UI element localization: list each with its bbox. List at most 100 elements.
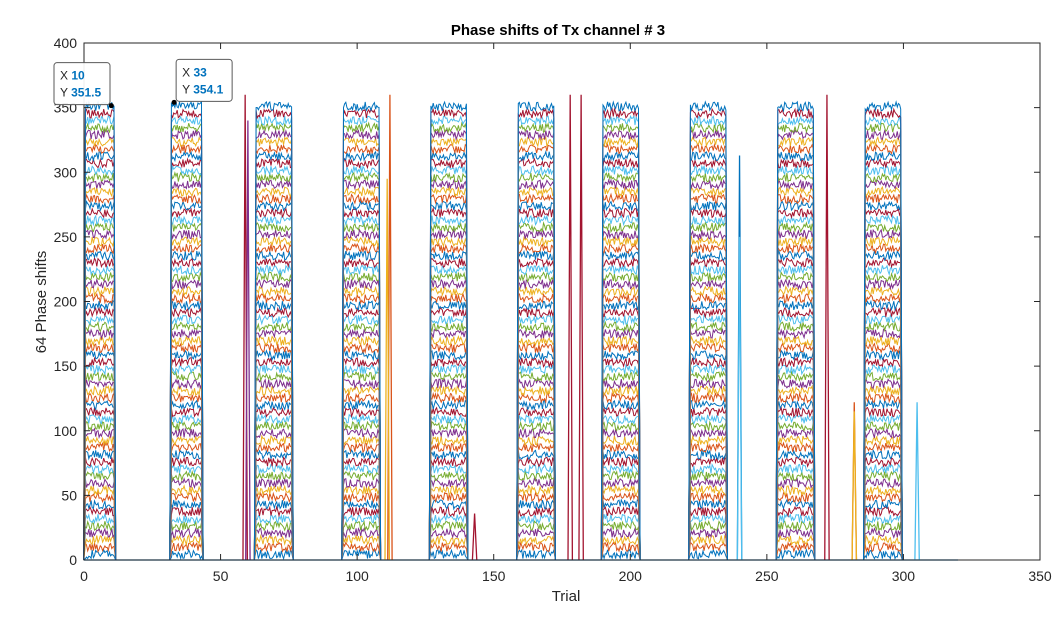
series-line [516, 442, 556, 561]
series-line [428, 391, 469, 561]
series-line [688, 442, 728, 561]
series-line [516, 114, 556, 561]
series-line [600, 192, 641, 561]
series-line [775, 541, 816, 561]
series-line [169, 469, 204, 561]
series-line [688, 449, 728, 561]
series-line [83, 256, 117, 561]
series-line [863, 185, 903, 561]
series-line [253, 250, 294, 561]
series-line [253, 128, 294, 561]
series-line [428, 257, 469, 561]
series-line [775, 328, 816, 561]
series-line [863, 193, 903, 561]
series-line [688, 279, 728, 561]
series-line [428, 542, 469, 561]
series-line [341, 435, 382, 561]
series-line [775, 527, 816, 561]
series-line [775, 192, 816, 561]
series-line [688, 293, 728, 561]
series-line [600, 350, 641, 561]
series-line [688, 427, 728, 561]
series-line [516, 491, 556, 561]
series-line [775, 456, 816, 561]
series-line [341, 157, 382, 561]
series-line [253, 498, 294, 561]
series-line [253, 235, 294, 561]
series-line [253, 342, 294, 561]
series-line [775, 520, 816, 561]
series-line [428, 357, 469, 561]
series-line [688, 193, 728, 561]
series-line [169, 477, 204, 561]
series-line [516, 249, 556, 561]
series-line [688, 342, 728, 561]
series-line [600, 435, 641, 561]
series-line [863, 249, 903, 561]
series-line [83, 335, 117, 561]
series-line [600, 186, 641, 561]
series-line [688, 172, 728, 561]
series-line [516, 179, 556, 561]
series-line [600, 107, 641, 561]
series-line [253, 285, 294, 561]
series-line [863, 100, 903, 561]
series-line [600, 399, 641, 561]
series-line [600, 420, 641, 561]
series-line [863, 513, 903, 561]
series-line [253, 306, 294, 561]
series-line [516, 192, 556, 561]
y-tick-label: 0 [69, 552, 77, 568]
series-line [83, 115, 117, 561]
series-layer [83, 100, 959, 561]
series-line [169, 356, 204, 561]
series-line [600, 136, 641, 561]
series-line [863, 371, 903, 561]
datatip[interactable]: X 10 Y 351.5 [53, 62, 114, 109]
series-line [253, 378, 294, 561]
datatip[interactable]: X 33 Y 354.1 [171, 58, 233, 105]
series-line [428, 199, 469, 561]
spike-series [914, 402, 920, 561]
series-line [775, 100, 816, 561]
series-line [516, 357, 556, 561]
series-line [688, 264, 728, 561]
series-line [169, 229, 204, 561]
series-line [83, 129, 117, 561]
series-line [516, 101, 556, 561]
series-line [341, 271, 382, 561]
x-tick-label: 50 [213, 568, 229, 584]
series-line [83, 407, 117, 561]
series-line [428, 100, 469, 561]
series-line [863, 435, 903, 561]
series-line [516, 201, 556, 561]
y-tick-label: 400 [54, 35, 78, 51]
series-line [341, 413, 382, 561]
series-line [863, 427, 903, 561]
series-line [863, 335, 903, 561]
series-line [516, 520, 556, 561]
series-line [863, 199, 903, 561]
series-line [775, 391, 816, 561]
series-line [253, 144, 294, 561]
series-line [169, 142, 204, 561]
series-line [688, 526, 728, 561]
series-line [600, 478, 641, 561]
series-line [600, 200, 641, 561]
series-line [341, 520, 382, 561]
series-line [341, 193, 382, 561]
series-line [428, 349, 469, 561]
x-axis-label: Trial [552, 588, 581, 605]
series-line [83, 541, 117, 561]
series-line [688, 492, 728, 561]
series-line [341, 498, 382, 561]
series-line [428, 314, 469, 561]
series-line [341, 313, 382, 561]
series-line [516, 435, 556, 561]
series-line [83, 315, 117, 561]
series-line [775, 214, 816, 561]
series-line [83, 491, 117, 561]
series-line [600, 335, 641, 561]
spike-series [824, 94, 830, 561]
series-line [169, 171, 204, 561]
